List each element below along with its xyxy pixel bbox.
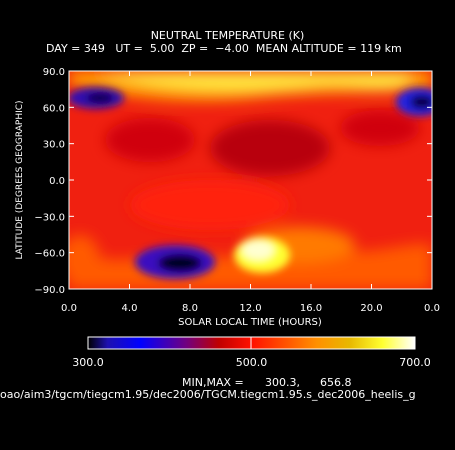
y-tick-label: 60.0 bbox=[43, 103, 65, 114]
x-tick-label: 0.0 bbox=[424, 303, 440, 314]
x-axis-label: SOLAR LOCAL TIME (HOURS) bbox=[178, 317, 322, 328]
y-tick-label: 30.0 bbox=[43, 140, 65, 151]
colorbar-tick-label: 300.0 bbox=[72, 356, 104, 369]
max-value: 656.8 bbox=[320, 376, 352, 389]
y-tick-label: 90.0 bbox=[43, 67, 65, 78]
chart-subtitle: DAY = 349 UT = 5.00 ZP = −4.00 MEAN ALTI… bbox=[46, 42, 402, 55]
y-axis-label: LATITUDE (DEGREES GEOGRAPHIC) bbox=[15, 100, 25, 259]
x-tick-label: 16.0 bbox=[300, 303, 322, 314]
y-tick-label: 0.0 bbox=[49, 176, 65, 187]
x-tick-label: 4.0 bbox=[122, 303, 138, 314]
y-tick-label: −30.0 bbox=[34, 212, 65, 223]
colorbar-tick-label: 500.0 bbox=[236, 356, 268, 369]
minmax-label: MIN,MAX = bbox=[182, 376, 244, 389]
x-tick-label: 0.0 bbox=[61, 303, 77, 314]
colorbar-tick-label: 700.0 bbox=[399, 356, 431, 369]
heatmap-field bbox=[69, 71, 432, 289]
x-tick-label: 8.0 bbox=[182, 303, 198, 314]
file-path: oao/aim3/tgcm/tiegcm1.95/dec2006/TGCM.ti… bbox=[0, 389, 416, 401]
y-tick-label: −90.0 bbox=[34, 285, 65, 296]
x-tick-label: 20.0 bbox=[360, 303, 382, 314]
chart-title: NEUTRAL TEMPERATURE (K) bbox=[150, 29, 305, 42]
x-tick-label: 12.0 bbox=[239, 303, 261, 314]
min-value: 300.3, bbox=[265, 376, 300, 389]
y-tick-label: −60.0 bbox=[34, 249, 65, 260]
